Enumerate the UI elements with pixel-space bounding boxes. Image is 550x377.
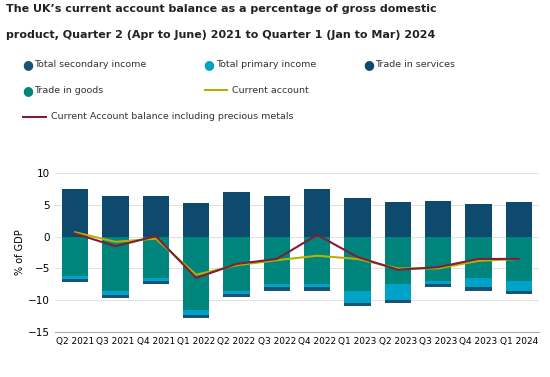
Bar <box>465 204 492 237</box>
Bar <box>62 276 88 279</box>
Bar <box>183 315 209 319</box>
Bar <box>102 295 129 298</box>
Bar <box>384 237 411 284</box>
Bar <box>344 303 371 307</box>
Bar <box>62 279 88 282</box>
Bar <box>62 237 88 276</box>
Bar <box>142 196 169 237</box>
Bar <box>183 237 209 310</box>
Text: ●: ● <box>22 58 33 70</box>
Bar <box>142 237 169 278</box>
Bar <box>263 287 290 291</box>
Bar <box>384 300 411 303</box>
Bar <box>425 201 451 237</box>
Bar <box>142 278 169 281</box>
Bar <box>223 294 250 297</box>
Bar <box>102 291 129 295</box>
Text: product, Quarter 2 (Apr to June) 2021 to Quarter 1 (Jan to Mar) 2024: product, Quarter 2 (Apr to June) 2021 to… <box>6 30 435 40</box>
Bar <box>506 291 532 294</box>
Text: ●: ● <box>204 58 214 70</box>
Text: Trade in services: Trade in services <box>375 60 455 69</box>
Bar <box>465 237 492 278</box>
Bar <box>344 237 371 291</box>
Bar <box>384 202 411 237</box>
Bar <box>183 310 209 315</box>
Bar <box>223 237 250 291</box>
Text: Current account: Current account <box>232 86 309 95</box>
Bar <box>506 237 532 281</box>
Bar <box>263 284 290 287</box>
Bar <box>344 291 371 303</box>
Bar <box>304 287 330 291</box>
Bar <box>223 291 250 294</box>
Bar <box>344 198 371 237</box>
Text: ●: ● <box>363 58 374 70</box>
Bar <box>425 281 451 284</box>
Bar <box>62 189 88 237</box>
Bar <box>263 237 290 284</box>
Text: The UK’s current account balance as a percentage of gross domestic: The UK’s current account balance as a pe… <box>6 4 436 14</box>
Bar <box>183 202 209 237</box>
Bar <box>304 189 330 237</box>
Bar <box>506 281 532 291</box>
Bar <box>506 202 532 237</box>
Text: Trade in goods: Trade in goods <box>34 86 103 95</box>
Bar <box>425 237 451 281</box>
Y-axis label: % of GDP: % of GDP <box>15 230 25 276</box>
Bar <box>223 192 250 237</box>
Text: Total secondary income: Total secondary income <box>34 60 146 69</box>
Bar <box>102 237 129 291</box>
Bar <box>465 278 492 287</box>
Bar <box>263 196 290 237</box>
Text: Total primary income: Total primary income <box>216 60 316 69</box>
Bar <box>465 287 492 291</box>
Bar <box>384 284 411 300</box>
Bar <box>142 281 169 284</box>
Bar <box>425 284 451 287</box>
Bar <box>102 196 129 237</box>
Text: Current Account balance including precious metals: Current Account balance including precio… <box>51 112 293 121</box>
Bar <box>304 237 330 284</box>
Bar <box>304 284 330 287</box>
Text: ●: ● <box>22 84 33 97</box>
